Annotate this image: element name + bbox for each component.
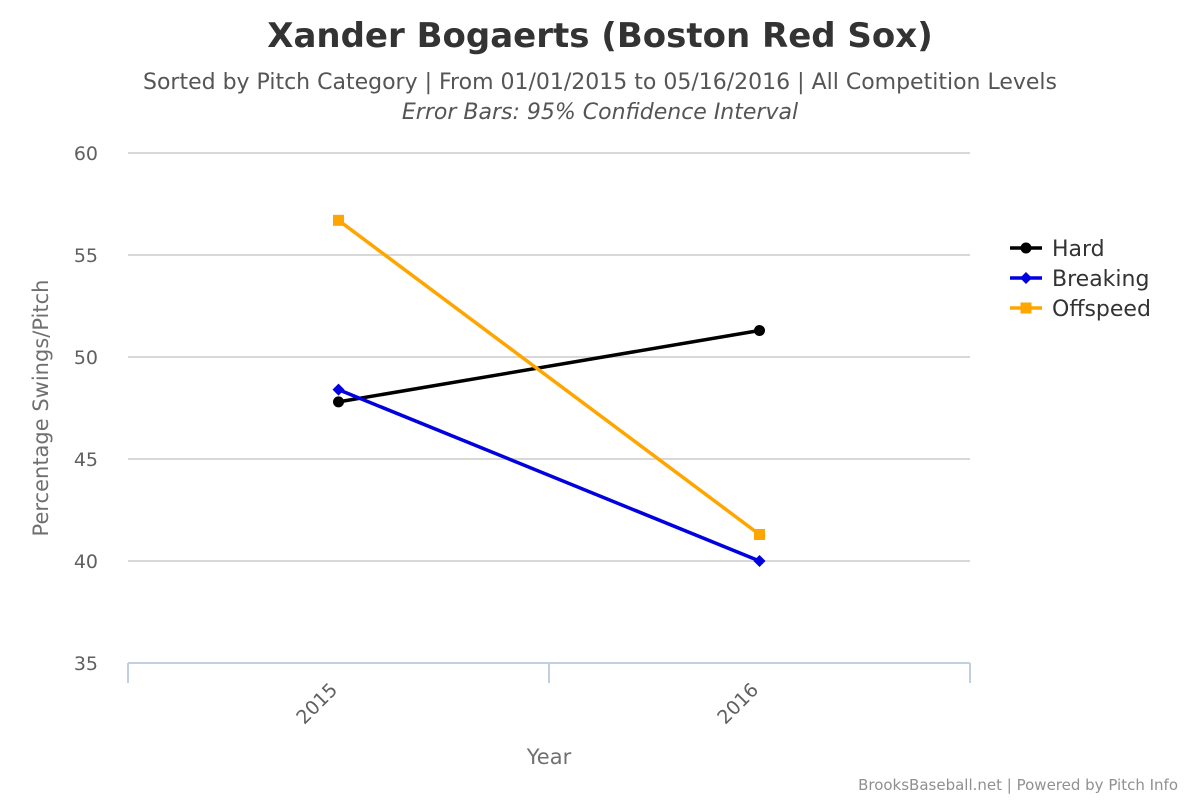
point-hard-2015 [333,396,344,408]
legend-marker-offspeed [1020,302,1032,314]
series-group [332,214,766,567]
point-breaking-2016 [753,555,766,567]
series-line-breaking [337,388,761,563]
series-line-offspeed [337,218,761,536]
legend-item-hard[interactable]: Hard [1010,237,1105,262]
y-tick-label-60: 60 [74,143,98,165]
y-tick-label-55: 55 [74,245,98,267]
chart-subtitle-error-bars: Error Bars: 95% Confidence Interval [402,100,798,125]
legend[interactable]: Hard Breaking Offspeed [1010,237,1151,322]
point-offspeed-2016 [754,528,765,540]
point-offspeed-2015 [333,214,344,226]
legend-label-hard: Hard [1052,237,1105,262]
chart-title: Xander Bogaerts (Boston Red Sox) [267,16,933,56]
y-tick-label-45: 45 [74,449,98,471]
legend-item-breaking[interactable]: Breaking [1010,267,1149,292]
grid-lines [128,152,970,562]
y-tick-label-35: 35 [74,653,98,675]
series-line-hard [338,328,760,404]
y-tick-label-40: 40 [74,551,98,573]
y-axis-tick-labels: 35 40 45 50 55 60 [74,143,98,675]
chart-subtitle: Sorted by Pitch Category | From 01/01/20… [143,70,1057,95]
x-tick-label-2015: 2015 [292,679,342,729]
legend-label-breaking: Breaking [1052,267,1149,292]
legend-marker-breaking [1020,272,1032,284]
point-breaking-2015 [332,383,345,396]
x-axis: 2015 2016 [127,662,971,729]
series-hard [333,324,765,408]
y-tick-label-50: 50 [74,347,98,369]
legend-marker-hard [1020,242,1032,254]
legend-label-offspeed: Offspeed [1052,297,1151,322]
y-axis-title: Percentage Swings/Pitch [29,280,53,537]
series-offspeed [333,214,765,540]
x-tick-label-2016: 2016 [713,679,763,729]
x-axis-title: Year [526,745,572,769]
credits-text[interactable]: BrooksBaseball.net | Powered by Pitch In… [858,776,1178,794]
series-breaking [332,383,766,567]
point-hard-2016 [754,324,765,336]
legend-item-offspeed[interactable]: Offspeed [1010,297,1151,322]
